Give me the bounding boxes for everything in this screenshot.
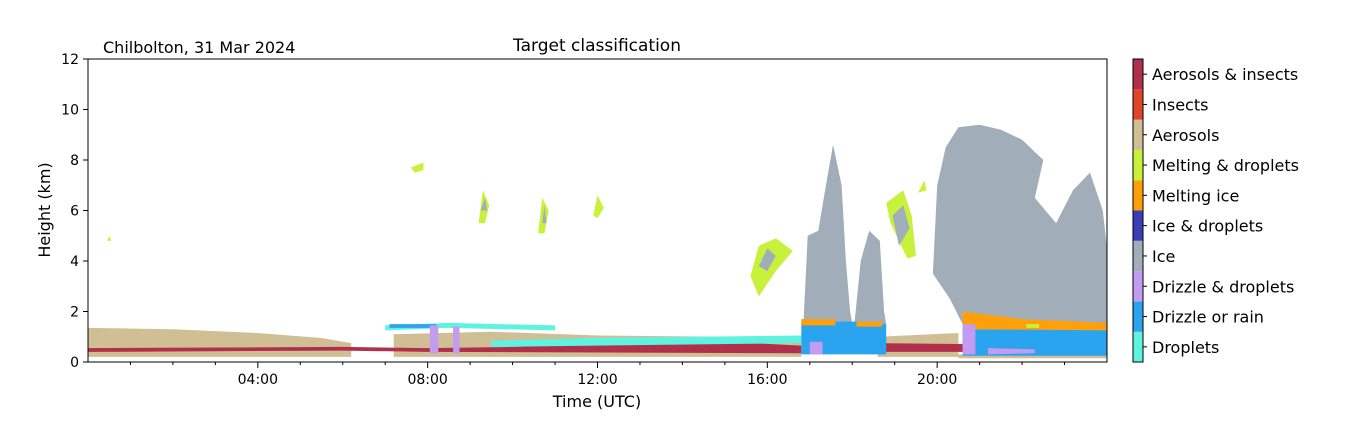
y-axis-label: Height (km) (35, 162, 54, 257)
colorbar-frame (1132, 58, 1144, 363)
x-tick-label: 04:00 (238, 372, 278, 388)
y-tick-label: 4 (70, 254, 79, 270)
legend-swatch (1133, 301, 1143, 332)
region-melting-droplets (750, 238, 793, 297)
chart-title: Target classification (512, 36, 681, 56)
legend-label: Melting ice (1152, 186, 1239, 205)
y-tick-label: 0 (70, 355, 79, 371)
legend-swatch (1133, 180, 1143, 211)
region-drizzle-or-rain (856, 324, 887, 355)
region-ice (854, 230, 887, 325)
legend-swatch (1133, 210, 1143, 241)
x-axis: 04:00 08:00 12:00 16:00 20:00 (129, 362, 1066, 388)
legend-swatch (1133, 119, 1143, 150)
region-melting-droplets (593, 195, 604, 219)
legend-swatch (1133, 149, 1143, 181)
legend-swatch (1133, 271, 1143, 302)
x-tick-label: 20:00 (917, 372, 957, 388)
region-drizzle-or-rain (389, 324, 437, 328)
legend-label: Drizzle or rain (1152, 308, 1264, 327)
y-tick-label: 2 (70, 305, 79, 321)
legend-label: Aerosols & insects (1152, 65, 1298, 84)
y-tick-label: 6 (70, 204, 79, 220)
y-tick-label: 10 (61, 103, 79, 119)
y-tick-label: 8 (70, 153, 79, 169)
legend-label: Aerosols (1152, 126, 1219, 145)
region-drizzle-droplets (962, 324, 976, 355)
legend-label: Drizzle & droplets (1152, 277, 1294, 296)
region-aerosols-insects (877, 343, 980, 352)
legend-label: Ice & droplets (1152, 217, 1263, 236)
region-drizzle-droplets (453, 326, 460, 354)
region-melting-droplets (107, 235, 112, 241)
region-ice (932, 124, 1107, 325)
region-ice (803, 144, 853, 325)
region-drizzle-droplets (988, 348, 1035, 355)
x-tick-label: 12:00 (577, 372, 617, 388)
region-melting-droplets (918, 180, 927, 193)
region-melting-droplets (410, 162, 424, 173)
region-ice (892, 205, 910, 246)
legend-swatch (1133, 331, 1143, 362)
legend-label: Droplets (1152, 338, 1219, 357)
region-melting-ice (801, 319, 836, 326)
region-melting-droplets (1026, 324, 1040, 328)
region-drizzle-droplets (429, 325, 439, 354)
x-tick-label: 08:00 (407, 372, 447, 388)
y-axis: 0 2 4 6 8 10 12 (61, 52, 88, 371)
site-label: Chilbolton, 31 Mar 2024 (103, 38, 295, 57)
x-axis-label: Time (UTC) (552, 392, 641, 411)
region-drizzle-droplets (809, 341, 823, 355)
legend-label: Insects (1152, 95, 1208, 114)
legend-swatch (1133, 89, 1143, 120)
x-tick-label: 16:00 (747, 372, 787, 388)
region-drizzle-or-rain (801, 321, 857, 355)
region-droplets (491, 335, 802, 347)
legend-label: Melting & droplets (1152, 156, 1299, 175)
legend-colorbar: Droplets Drizzle or rain Drizzle & droplet… (1132, 58, 1299, 363)
region-ice (480, 197, 488, 211)
classification-regions (88, 124, 1107, 359)
region-ice (542, 205, 547, 224)
region-melting-ice (962, 311, 1107, 331)
y-tick-label: 12 (61, 52, 79, 68)
region-ice (758, 248, 776, 272)
legend-label: Ice (1152, 247, 1175, 266)
legend-swatch (1133, 240, 1143, 272)
legend-swatch (1133, 59, 1143, 90)
region-melting-ice (856, 321, 882, 327)
